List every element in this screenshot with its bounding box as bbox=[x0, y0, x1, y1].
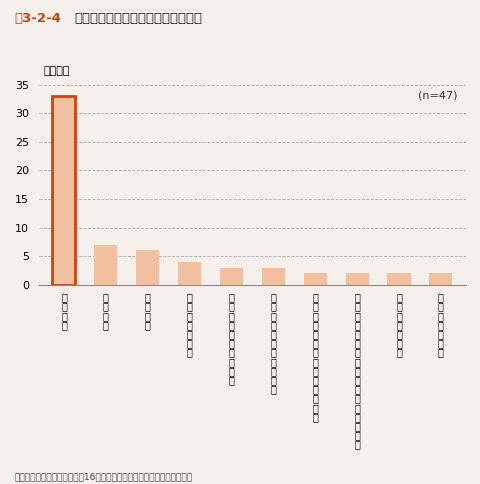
Bar bbox=[345, 273, 368, 285]
Text: 図3-2-4: 図3-2-4 bbox=[14, 12, 61, 25]
Bar bbox=[94, 245, 117, 285]
Bar bbox=[387, 273, 409, 285]
Text: 資料：資源エネルギー庁「第16回調達価格等算定委員会資料」より作成: 資料：資源エネルギー庁「第16回調達価格等算定委員会資料」より作成 bbox=[14, 472, 192, 482]
Text: （件数）: （件数） bbox=[43, 66, 70, 76]
Bar bbox=[219, 268, 242, 285]
Bar bbox=[261, 268, 284, 285]
Bar bbox=[136, 250, 159, 285]
Text: (n=47): (n=47) bbox=[417, 91, 456, 101]
Text: 木質バイオマス発電を断念した要因: 木質バイオマス発電を断念した要因 bbox=[74, 12, 202, 25]
Bar bbox=[52, 96, 75, 285]
Bar bbox=[303, 273, 326, 285]
Bar bbox=[429, 273, 452, 285]
Bar bbox=[178, 262, 201, 285]
